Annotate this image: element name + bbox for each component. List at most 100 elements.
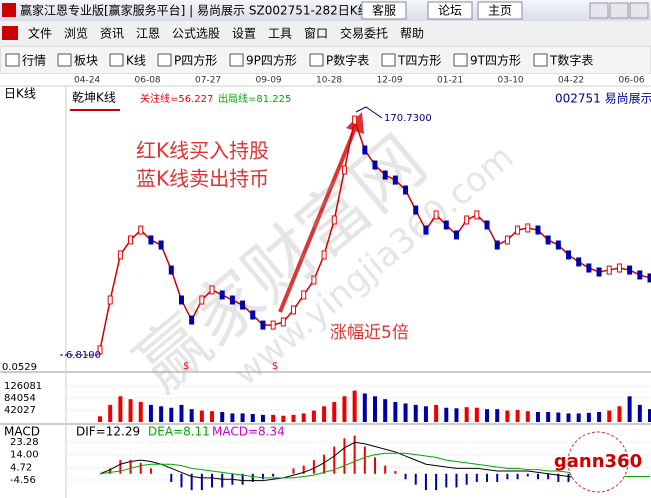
price-candle xyxy=(515,225,521,235)
menu-item[interactable]: 资讯 xyxy=(100,27,124,41)
peak-bracket xyxy=(355,106,383,119)
price-candle xyxy=(301,290,307,300)
menu-item[interactable]: 江恩 xyxy=(136,27,160,41)
price-candle xyxy=(576,257,582,267)
toolbar-item[interactable]: 9P四方形 xyxy=(246,53,297,68)
volume-bar xyxy=(454,408,459,422)
price-candle xyxy=(138,225,144,235)
logo-badge xyxy=(567,431,629,493)
price-candle xyxy=(178,295,184,305)
dea-label: DEA=8.11 xyxy=(148,425,210,439)
volume-bar xyxy=(169,407,174,422)
volume-bar xyxy=(485,409,490,422)
price-candle xyxy=(97,345,103,355)
volume-bar xyxy=(546,412,551,422)
macd-tick-label: 23.28 xyxy=(10,437,39,448)
price-candle xyxy=(647,273,651,283)
price-candle xyxy=(423,225,429,235)
axis-label: 0.0529 xyxy=(2,362,37,373)
price-candle xyxy=(596,267,602,277)
window-button[interactable] xyxy=(629,2,649,19)
price-candle xyxy=(229,295,235,305)
volume-bar xyxy=(556,412,561,422)
low-label: 6.8100 xyxy=(66,350,101,361)
price-candle xyxy=(352,115,358,125)
toolbar-item[interactable]: T四方形 xyxy=(397,53,441,68)
macd-tick-label: -4.56 xyxy=(10,475,36,486)
price-candle xyxy=(616,263,622,273)
rise-arrow xyxy=(278,125,358,313)
window-button[interactable] xyxy=(609,2,629,19)
toolbar-icon xyxy=(57,53,72,67)
volume-tick-label: 126081 xyxy=(4,381,42,392)
price-candle xyxy=(341,165,347,175)
menu-item[interactable]: 工具 xyxy=(268,27,292,41)
tab-button[interactable] xyxy=(361,1,407,20)
volume-bar xyxy=(230,413,235,422)
price-candle xyxy=(545,235,551,245)
toolbar-icon xyxy=(453,53,468,67)
volume-bar xyxy=(240,413,245,422)
price-candle xyxy=(464,215,470,225)
toolbar-icon xyxy=(5,53,20,67)
price-candle xyxy=(586,263,592,273)
price-candle xyxy=(199,295,205,305)
menu-icon xyxy=(2,26,18,40)
date-label: 10-28 xyxy=(316,76,342,86)
date-label: 04-22 xyxy=(558,76,584,86)
date-label: 04-24 xyxy=(74,76,100,86)
volume-bar xyxy=(617,406,622,422)
menu-item[interactable]: 设置 xyxy=(232,27,256,41)
tab-button[interactable] xyxy=(427,1,473,20)
menu-item[interactable]: 帮助 xyxy=(400,27,424,41)
toolbar-item[interactable]: K线 xyxy=(126,54,146,68)
menu-item[interactable]: 文件 xyxy=(28,26,52,41)
toolbar-icon xyxy=(229,53,244,67)
volume-bar xyxy=(362,393,367,422)
menu-item[interactable]: 公式选股 xyxy=(172,27,220,41)
focus-line-label: 关注线=56.227 xyxy=(140,92,213,105)
volume-bar xyxy=(423,406,428,422)
signal-marker: $ xyxy=(272,361,278,372)
date-label: 06-08 xyxy=(135,76,161,86)
volume-bar xyxy=(220,412,225,422)
window-title: 赢家江恩专业版[赢家服务平台] | 易尚展示 SZ002751-282日K线 xyxy=(20,3,370,18)
menu-item[interactable]: 交易委托 xyxy=(340,26,388,41)
menu-item[interactable]: 窗口 xyxy=(304,27,328,41)
toolbar-icon xyxy=(533,53,548,67)
price-candle xyxy=(555,240,561,250)
date-label: 01-21 xyxy=(437,76,463,86)
macd-tick-label: 4.72 xyxy=(10,462,32,473)
toolbar-item[interactable]: T数字表 xyxy=(549,53,593,68)
toolbar-icon xyxy=(157,53,172,67)
price-candle xyxy=(392,175,398,185)
macd-tick-label: 14.00 xyxy=(10,450,39,461)
toolbar-item[interactable]: 行情 xyxy=(22,54,46,68)
volume-bar xyxy=(250,414,255,422)
window-button[interactable] xyxy=(589,2,609,19)
toolbar-icon xyxy=(309,53,324,67)
volume-bar xyxy=(260,414,265,422)
volume-bar xyxy=(607,410,612,422)
toolbar-item[interactable]: P数字表 xyxy=(326,53,369,68)
toolbar-item[interactable]: 板块 xyxy=(74,54,98,68)
price-candle xyxy=(219,290,225,300)
volume-bar xyxy=(637,404,642,422)
exit-line-label: 出局线=81.225 xyxy=(218,92,291,105)
tab-button[interactable] xyxy=(477,1,523,20)
volume-bar xyxy=(393,402,398,422)
price-candle xyxy=(280,317,286,327)
price-candle xyxy=(627,265,633,275)
menu-item[interactable]: 浏览 xyxy=(64,26,88,41)
volume-bar xyxy=(627,396,632,422)
price-candle xyxy=(484,220,490,230)
price-candle xyxy=(331,215,337,225)
toolbar-item[interactable]: P四方形 xyxy=(174,53,217,68)
price-candle xyxy=(433,210,439,220)
tab-label: 论坛 xyxy=(438,4,462,18)
volume-bar xyxy=(332,402,337,422)
price-candle xyxy=(250,310,256,320)
period-label: 日K线 xyxy=(4,87,36,101)
toolbar-item[interactable]: 9T四方形 xyxy=(470,53,521,68)
